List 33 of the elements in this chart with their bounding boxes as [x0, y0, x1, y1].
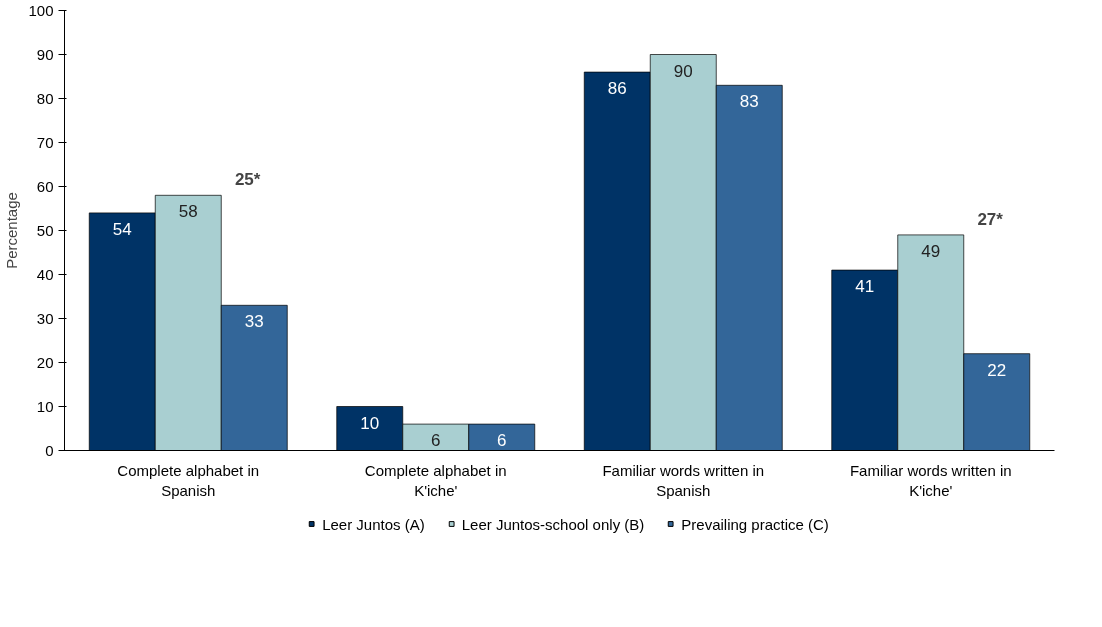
- x-tick-label: Familiar words written in Spanish: [602, 461, 765, 499]
- data-label: 54: [112, 219, 132, 239]
- y-tick-label: 50: [36, 221, 54, 239]
- data-label: 83: [739, 92, 759, 112]
- data-label: 6: [431, 431, 441, 451]
- data-label: 10: [360, 413, 380, 433]
- y-tick-label: 40: [36, 265, 54, 283]
- y-axis-title: Percentage: [3, 192, 21, 269]
- y-tick-label: 80: [36, 89, 54, 107]
- annotation: 25*: [234, 170, 261, 190]
- legend-label: Leer Juntos-school only (B): [461, 515, 645, 532]
- data-label: 41: [855, 277, 875, 297]
- data-label: 49: [921, 241, 941, 261]
- y-tick-label: 60: [36, 177, 54, 195]
- data-label: 22: [987, 360, 1007, 380]
- y-tick-label: 90: [36, 45, 54, 63]
- y-tick-label: 30: [36, 309, 54, 327]
- y-tick-label: 20: [36, 353, 54, 371]
- annotation: 27*: [977, 209, 1004, 229]
- data-label: 6: [497, 431, 507, 451]
- data-label: 33: [244, 312, 264, 332]
- x-tick-label: Complete alphabet in K'iche': [364, 461, 507, 499]
- x-tick-label: Familiar words written in K'iche': [849, 461, 1012, 499]
- y-tick-label: 10: [36, 397, 54, 415]
- legend-label: Prevailing practice (C): [681, 515, 829, 532]
- y-tick-label: 0: [45, 441, 54, 459]
- data-label: 58: [178, 202, 198, 222]
- data-label: 86: [607, 79, 627, 99]
- legend-label: Leer Juntos (A): [322, 515, 425, 532]
- x-tick-label: Complete alphabet in Spanish: [117, 461, 260, 499]
- y-tick-label: 100: [28, 1, 54, 19]
- y-tick-label: 70: [36, 133, 54, 151]
- data-label: 90: [673, 61, 693, 81]
